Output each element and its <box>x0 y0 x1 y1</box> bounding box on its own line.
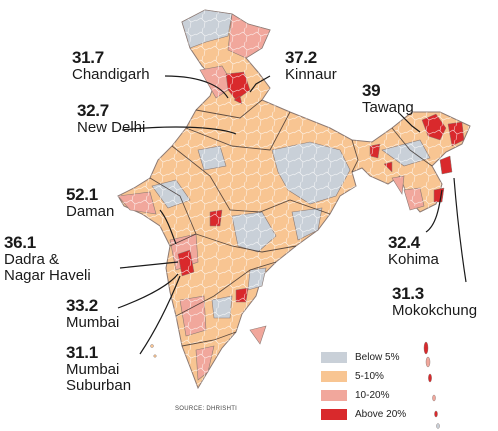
legend-item-above20: Above 20% <box>321 405 406 424</box>
leader-chandigarh <box>164 75 229 99</box>
district-borders <box>118 10 470 388</box>
callout-kohima: 32.4 Kohima <box>388 234 439 268</box>
callout-value: 32.7 <box>77 101 109 120</box>
callout-name: Kohima <box>388 250 439 268</box>
callout-value: 31.1 <box>66 343 98 362</box>
legend-label: Above 20% <box>355 409 407 420</box>
leader-mumbai <box>117 273 179 309</box>
legend-item-10to20: 10-20% <box>321 386 406 405</box>
legend-item-below5: Below 5% <box>321 348 406 367</box>
callout-value: 39 <box>362 81 381 100</box>
legend-item-5to10: 5-10% <box>321 367 406 386</box>
callout-name: Tawang <box>362 98 414 116</box>
callout-name-line1: Dadra & <box>4 250 60 268</box>
callout-name: New Delhi <box>77 118 146 136</box>
legend-label: 10-20% <box>355 390 390 401</box>
legend-swatch <box>321 371 347 382</box>
callout-new-delhi: 32.7 New Delhi <box>77 102 145 136</box>
callout-chandigarh: 31.7 Chandigarh <box>72 49 150 83</box>
callout-value: 37.2 <box>285 48 317 67</box>
callout-name-line2: Suburban <box>66 376 132 394</box>
legend-label: 5-10% <box>355 371 384 382</box>
callout-value: 31.3 <box>392 284 424 303</box>
callout-value: 52.1 <box>66 185 98 204</box>
callout-value: 33.2 <box>66 296 98 315</box>
andaman-nicobar-islands <box>423 341 440 429</box>
lakshadweep-islands <box>150 344 157 358</box>
legend-label: Below 5% <box>355 352 400 363</box>
leader-tawang <box>397 111 421 133</box>
leader-daman <box>159 209 177 245</box>
legend-swatch <box>321 352 347 363</box>
callout-value: 31.7 <box>72 48 104 67</box>
callout-name: Mokokchung <box>392 301 478 319</box>
callout-value: 36.1 <box>4 233 36 252</box>
leader-mokokchung <box>453 177 467 283</box>
legend: Below 5% 5-10% 10-20% Above 20% <box>321 348 406 424</box>
callout-name-line1: Mumbai <box>66 360 120 378</box>
legend-swatch <box>321 409 347 420</box>
leader-dadra <box>119 261 179 269</box>
callout-mumbai-suburban: 31.1 Mumbai Suburban <box>66 344 131 393</box>
callout-daman: 52.1 Daman <box>66 186 114 220</box>
callout-value: 32.4 <box>388 233 420 252</box>
callout-name: Mumbai <box>66 313 120 331</box>
callout-mokokchung: 31.3 Mokokchung <box>392 285 477 319</box>
leader-new-delhi <box>121 126 237 135</box>
source-note: SOURCE: DHRISHTI <box>175 406 238 412</box>
callout-name-line2: Nagar Haveli <box>4 266 91 284</box>
callout-tawang: 39 Tawang <box>362 82 414 116</box>
callout-kinnaur: 37.2 Kinnaur <box>285 49 337 83</box>
leader-kohima <box>425 189 443 233</box>
callout-mumbai: 33.2 Mumbai <box>66 297 119 331</box>
callout-name: Chandigarh <box>72 65 150 83</box>
leader-mumbai-suburban <box>139 275 181 355</box>
leader-kinnaur <box>249 75 271 93</box>
legend-swatch <box>321 390 347 401</box>
callout-name: Kinnaur <box>285 65 337 83</box>
state-borders <box>149 99 433 347</box>
callout-leaders <box>117 75 467 355</box>
callout-dadra-nagar-haveli: 36.1 Dadra & Nagar Haveli <box>4 234 91 283</box>
callout-name: Daman <box>66 202 115 220</box>
